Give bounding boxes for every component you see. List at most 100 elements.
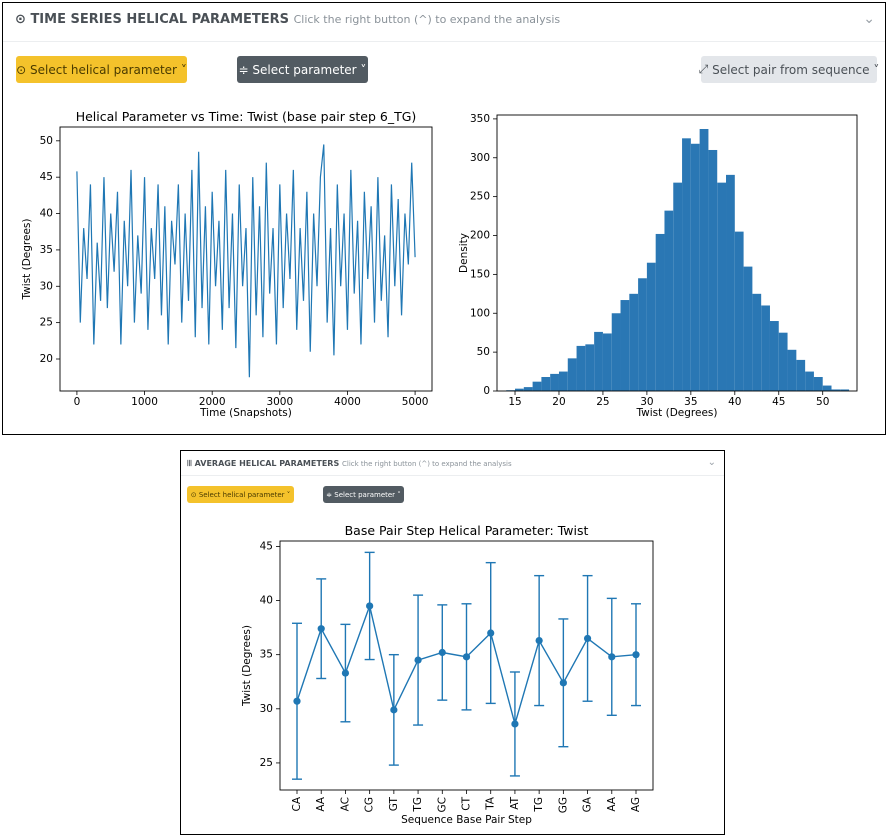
expand-chevron[interactable]: ⌄ [707,457,716,468]
histogram-bar [594,331,603,391]
y-tick-label: 150 [470,268,490,280]
histogram-bar [787,349,797,391]
x-tick-label: 20 [552,396,565,408]
data-point [293,697,301,705]
panel-header: ꔖ AVERAGE HELICAL PARAMETERS Click the r… [187,459,512,469]
histogram-bar [611,313,621,391]
x-tick-label: 50 [816,396,829,408]
x-tick-label: GA [582,796,594,812]
panel-header: ⊙ TIME SERIES HELICAL PARAMETERS Click t… [15,12,560,27]
x-tick-label: TG [412,797,424,813]
y-tick-label: 35 [260,649,273,661]
x-tick-label: 40 [728,396,741,408]
data-point [341,669,350,677]
x-tick-label: 45 [772,396,785,408]
button-label: Select parameter [334,490,396,499]
histogram-bar [708,149,718,391]
data-point [366,602,374,610]
y-tick-label: 300 [470,152,490,164]
data-point [317,625,325,633]
x-tick-label: AA [315,796,327,811]
x-tick-label: CG [364,797,376,812]
x-tick-label: 1000 [131,396,158,408]
data-point [535,637,543,645]
data-point [608,653,616,661]
x-tick-label: GG [557,797,569,813]
x-tick-label: CT [461,796,473,810]
histogram-bar [778,332,788,391]
x-tick-label: 0 [74,396,81,408]
histogram-bar [550,373,559,391]
data-point [583,634,592,643]
y-tick-label: 200 [470,230,490,242]
histogram-bar [638,278,647,391]
button-label: Select helical parameter [30,62,177,77]
histogram-bar [515,388,524,391]
histogram-bar [743,266,753,391]
chart-title: Helical Parameter vs Time: Twist (base p… [76,109,417,124]
y-tick-label: 25 [40,317,53,329]
y-tick-label: 50 [40,135,53,147]
x-tick-label: 5000 [402,396,429,408]
histogram-bar [602,333,612,391]
select-parameter-button[interactable]: ≑ Select parameter ˅ [323,486,404,503]
panel-subtitle: Click the right button (^) to expand the… [293,13,561,26]
expand-chevron[interactable]: ⌄ [863,11,875,27]
histogram-bar [558,371,568,391]
data-point [487,629,495,637]
histogram-bar [523,387,533,391]
chart-title: Base Pair Step Helical Parameter: Twist [345,523,589,538]
y-axis-label: Twist (Degrees) [21,219,33,301]
histogram-bar [761,305,770,391]
data-point [559,679,567,687]
button-label: Select helical parameter [198,490,285,499]
data-point [462,653,471,661]
x-tick-label: GT [388,796,400,811]
histogram-bar [576,345,586,391]
histogram-bar [717,182,727,391]
x-tick-label: 15 [508,396,521,408]
panel-subtitle: Click the right button (^) to expand the… [342,460,512,468]
select-parameter-button[interactable]: ≑ Select parameter ˅ [237,56,368,83]
plot-frame [59,126,433,392]
histogram-bar [796,359,806,391]
button-label: Select parameter [252,62,357,77]
select-helical-parameter-button[interactable]: ⊙ Select helical parameter ˅ [187,486,294,503]
y-axis-label: Density [458,233,470,273]
histogram-bar [585,344,595,391]
y-tick-label: 30 [40,280,53,292]
clock-icon: ⊙ [15,12,26,27]
histogram-bar [629,293,639,391]
data-point [632,651,640,659]
y-tick-label: 100 [470,307,490,319]
x-tick-label: 3000 [266,396,293,408]
plot-frame [496,114,858,392]
x-tick-label: TA [485,796,497,811]
y-tick-label: 40 [40,208,53,220]
select-helical-parameter-button[interactable]: ⊙ Select helical parameter ˅ [16,56,187,83]
data-point [438,648,446,657]
select-pair-button[interactable]: ⤢ Select pair from sequence ˅ [699,56,879,83]
y-tick-label: 20 [40,353,53,365]
y-tick-label: 45 [40,171,53,183]
histogram-bar [682,138,691,391]
histogram-bar [620,300,630,391]
histogram-bar [532,381,542,391]
y-tick-label: 0 [483,385,490,397]
x-tick-label: CA [291,796,303,811]
histogram-bar [831,389,841,391]
data-line [76,144,416,378]
x-axis-label: Time (Snapshots) [199,407,292,419]
histogram-bar [813,377,823,391]
data-point [511,720,519,728]
histogram-bar [805,371,814,391]
data-point [390,706,398,714]
y-tick-label: 30 [260,703,273,715]
x-tick-label: 2000 [199,396,226,408]
dna-icon: ꔖ [187,459,192,468]
y-tick-label: 25 [260,757,273,769]
histogram-bar [690,143,700,391]
y-tick-label: 350 [470,113,490,125]
y-axis-label: Twist (Degrees) [241,625,253,707]
